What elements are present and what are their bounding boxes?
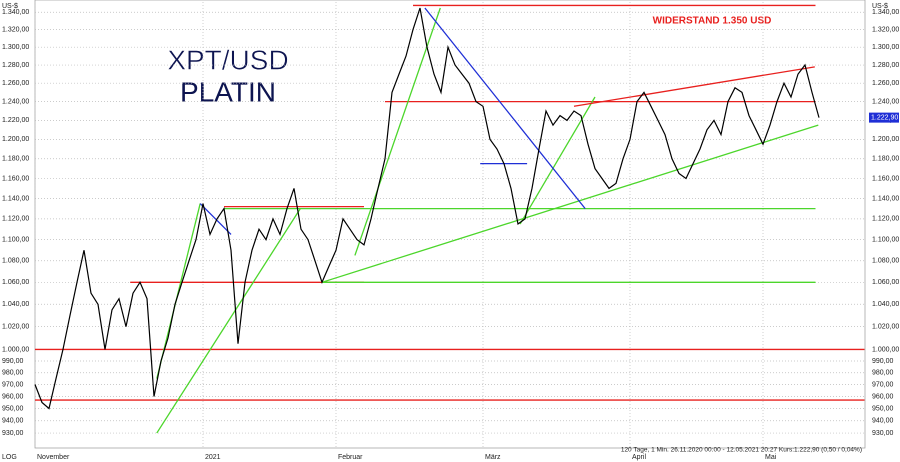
y-tick-label: 1.140,00 (2, 195, 29, 202)
y-tick-label: 1.240,00 (2, 98, 29, 105)
y-tick-label: 970,00 (2, 381, 24, 388)
y-tick-label: 1.120,00 (872, 216, 899, 223)
y-tick-label: 1.100,00 (2, 236, 29, 243)
y-tick-label: 1.320,00 (872, 26, 899, 33)
y-tick-label: 1.120,00 (2, 216, 29, 223)
y-tick-label: 930,00 (2, 430, 24, 437)
y-tick-label: 1.220,00 (2, 117, 29, 124)
y-tick-label: 950,00 (2, 405, 24, 412)
y-unit-right: US-$ (872, 3, 888, 10)
y-tick-label: 950,00 (872, 405, 894, 412)
y-tick-label: 1.180,00 (872, 156, 899, 163)
y-tick-label: 1.000,00 (872, 346, 899, 353)
y-tick-label: 990,00 (872, 358, 894, 365)
trend-line (519, 96, 596, 225)
y-tick-label: 1.180,00 (2, 156, 29, 163)
y-tick-label: 940,00 (2, 418, 24, 425)
y-tick-label: 1.040,00 (872, 301, 899, 308)
y-tick-label: 1.060,00 (872, 279, 899, 286)
y-tick-label: 980,00 (2, 370, 24, 377)
y-tick-label: 1.160,00 (2, 175, 29, 182)
y-tick-label: 1.340,00 (872, 9, 899, 16)
x-tick-label: Mai (765, 454, 777, 461)
y-tick-label: 990,00 (2, 358, 24, 365)
y-tick-label: 1.080,00 (2, 258, 29, 265)
y-tick-label: 980,00 (872, 370, 894, 377)
y-tick-label: 1.260,00 (872, 80, 899, 87)
scale-label: LOG (2, 454, 17, 461)
y-tick-label: 1.080,00 (872, 258, 899, 265)
y-tick-label: 1.280,00 (872, 62, 899, 69)
chart-subtitle: PLATIN (180, 76, 276, 107)
y-tick-label: 1.300,00 (2, 44, 29, 51)
plot-frame (34, 0, 866, 449)
y-tick-label: 1.240,00 (872, 98, 899, 105)
trend-line (573, 66, 815, 107)
y-tick-label: 1.040,00 (2, 301, 29, 308)
x-tick-label: 2021 (205, 454, 221, 461)
x-tick-label: Februar (338, 454, 363, 461)
y-tick-label: 1.300,00 (872, 44, 899, 51)
y-tick-label: 1.260,00 (2, 80, 29, 87)
y-tick-label: 1.140,00 (872, 195, 899, 202)
y-tick-label: 940,00 (872, 418, 894, 425)
y-tick-label: 1.000,00 (2, 346, 29, 353)
y-tick-label: 970,00 (872, 381, 894, 388)
chart-title: XPT/USD (167, 44, 288, 75)
y-tick-label: 1.160,00 (872, 175, 899, 182)
y-tick-label: 960,00 (872, 393, 894, 400)
y-tick-label: 1.200,00 (872, 136, 899, 143)
trend-line (424, 7, 586, 210)
x-tick-label: April (632, 454, 646, 461)
y-tick-label: 960,00 (2, 393, 24, 400)
last-price-label: 1.222,90 (871, 114, 898, 121)
x-tick-label: November (37, 454, 70, 461)
y-tick-label: 1.020,00 (872, 323, 899, 330)
annotation: WIDERSTAND 1.350 USD (653, 16, 772, 27)
y-tick-label: 930,00 (872, 430, 894, 437)
y-tick-label: 1.100,00 (872, 236, 899, 243)
trend-line (321, 124, 819, 283)
trend-line (354, 7, 441, 256)
x-tick-label: März (485, 454, 501, 461)
y-tick-label: 1.280,00 (2, 62, 29, 69)
y-tick-label: 1.060,00 (2, 279, 29, 286)
y-tick-label: 1.020,00 (2, 323, 29, 330)
y-tick-label: 1.200,00 (2, 136, 29, 143)
trend-line (156, 208, 301, 434)
y-unit-left: US-$ (2, 3, 18, 10)
trend-line (199, 203, 232, 235)
price-line (34, 7, 820, 410)
y-tick-label: 1.320,00 (2, 26, 29, 33)
y-tick-label: 1.340,00 (2, 9, 29, 16)
last-price-box (869, 112, 899, 123)
footnote: 120 Tage, 1 Min. 26.11.2020 00:00 - 12.0… (621, 447, 862, 454)
